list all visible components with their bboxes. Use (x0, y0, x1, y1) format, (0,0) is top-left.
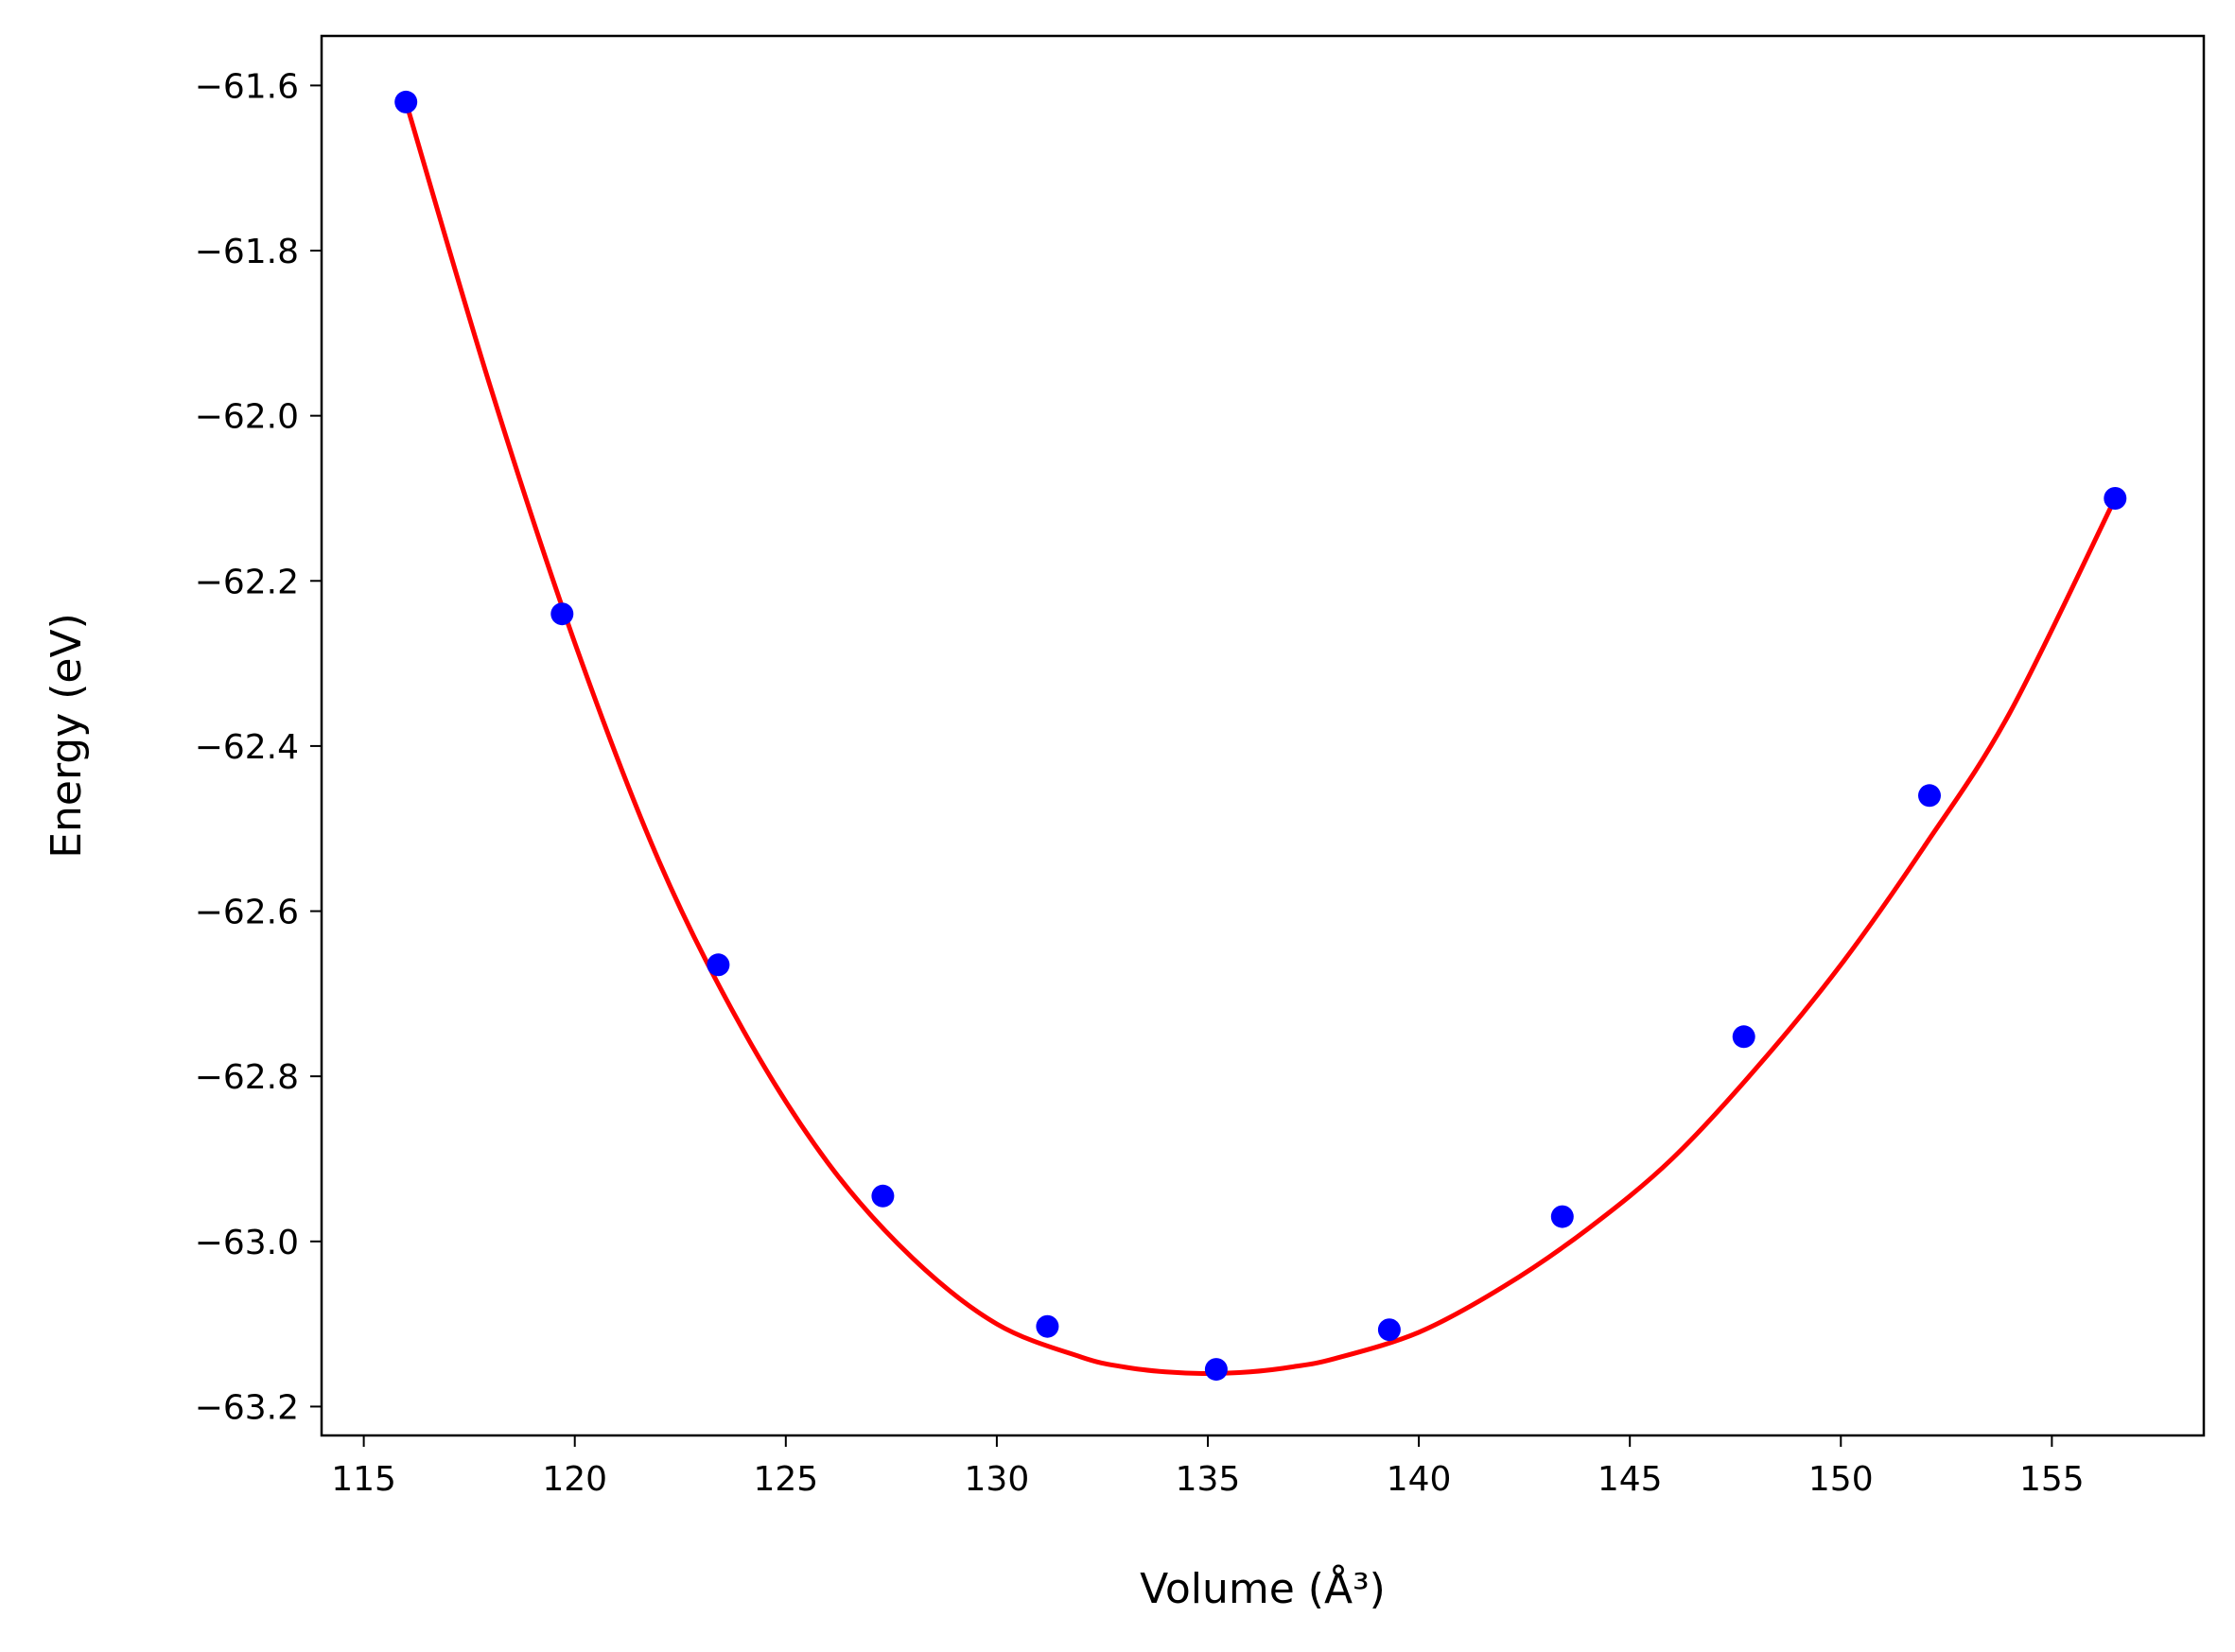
data-point (1732, 1025, 1755, 1049)
y-tick-label: −61.8 (195, 233, 299, 271)
data-point (1550, 1205, 1574, 1228)
data-point (707, 953, 730, 977)
y-tick-label: −61.6 (195, 67, 299, 106)
x-tick-label: 150 (1808, 1460, 1874, 1499)
x-axis-label: Volume (Å³) (1140, 1563, 1386, 1613)
y-axis-label: Energy (eV) (43, 613, 91, 859)
y-tick-label: −63.0 (195, 1224, 299, 1262)
data-point (871, 1184, 895, 1208)
y-axis-ticks: −61.6 −61.8 −62.0 −62.2 −62.4 −62.6 −62.8 −63.0… (195, 67, 322, 1427)
data-point (394, 90, 418, 113)
x-tick-label: 140 (1387, 1460, 1452, 1499)
data-point (1918, 784, 1941, 808)
x-tick-label: 145 (1598, 1460, 1663, 1499)
data-point (1377, 1318, 1401, 1342)
y-tick-label: −63.2 (195, 1388, 299, 1427)
x-axis-ticks: 115 120 125 130 135 140 145 150 155 (331, 1435, 2085, 1499)
y-tick-label: −62.4 (195, 728, 299, 767)
data-point (550, 602, 574, 626)
data-point (2104, 487, 2127, 510)
data-point (1204, 1358, 1228, 1382)
y-tick-label: −62.6 (195, 894, 299, 932)
x-tick-label: 115 (331, 1460, 396, 1499)
y-tick-label: −62.2 (195, 563, 299, 601)
fit-curve-line (403, 101, 2118, 1377)
x-tick-label: 120 (542, 1460, 607, 1499)
y-tick-label: −62.0 (195, 398, 299, 437)
plot-area-border (320, 34, 2206, 1437)
x-tick-label: 125 (753, 1460, 818, 1499)
x-tick-label: 130 (965, 1460, 1030, 1499)
x-tick-label: 155 (2019, 1460, 2085, 1499)
y-tick-label: −62.8 (195, 1058, 299, 1097)
x-tick-label: 135 (1176, 1460, 1241, 1499)
data-point (1036, 1314, 1059, 1338)
series-layer (394, 90, 2127, 1382)
